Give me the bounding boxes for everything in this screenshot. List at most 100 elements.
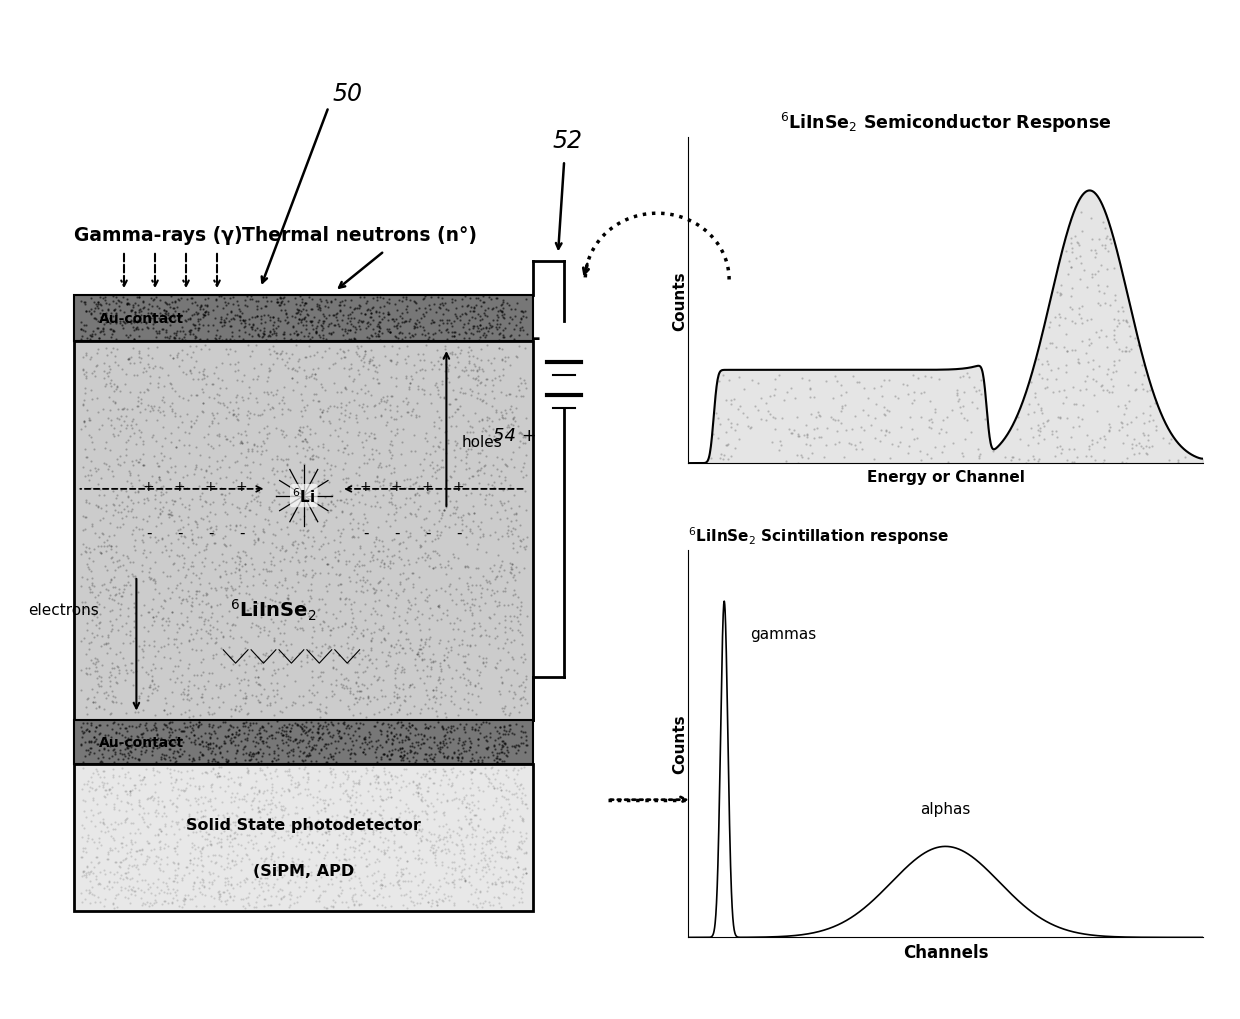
Point [340,684,360,700]
Point [485,876,505,893]
Point [491,326,511,342]
Point [133,725,153,741]
Point [332,504,352,521]
Point [188,365,208,381]
Point [215,768,234,785]
Point [495,620,515,636]
Point [792,449,812,466]
Point [123,303,143,319]
Point [162,854,182,870]
Point [470,391,490,408]
Point [389,689,409,705]
Point [280,891,300,907]
Point [475,595,495,611]
Point [241,832,260,848]
Point [98,302,118,318]
Point [129,806,149,822]
Point [200,741,219,757]
Point [278,860,298,876]
Point [517,865,537,881]
Point [502,561,522,578]
Point [314,313,334,329]
Point [346,321,366,337]
Point [370,315,389,331]
Point [104,713,124,730]
Point [195,542,215,558]
Point [124,619,144,635]
Point [339,446,358,463]
Point [496,839,516,855]
Point [87,663,107,680]
Point [420,730,440,746]
Point [87,761,107,777]
Point [374,815,394,832]
Point [294,883,314,900]
Point [897,378,916,394]
Point [367,470,387,486]
Point [93,734,113,750]
Point [463,371,482,387]
Point [438,435,458,451]
Point [102,327,122,343]
Point [368,327,388,343]
Point [228,400,248,417]
Point [357,802,377,818]
Point [479,324,498,340]
Point [486,875,506,892]
Point [78,691,98,707]
Point [248,745,268,761]
Point [184,632,203,648]
Point [159,838,179,854]
Point [436,735,456,751]
Point [515,560,534,577]
Point [115,889,135,905]
Point [921,412,941,428]
Point [418,798,438,814]
Point [417,854,436,870]
Point [474,288,494,305]
Point [250,741,270,757]
Point [459,816,479,833]
Point [108,899,128,915]
Point [140,816,160,833]
Point [232,629,252,645]
Point [368,806,388,822]
Point [455,476,475,492]
Point [200,874,219,891]
Point [383,312,403,328]
Point [491,783,511,799]
Point [455,734,475,750]
Point [258,648,278,664]
Point [398,592,418,608]
Point [110,303,130,319]
Point [298,492,317,508]
Point [265,784,285,800]
Point [347,567,367,583]
Point [490,512,510,528]
Point [932,444,952,461]
Point [348,318,368,334]
Point [272,733,291,749]
Point [1140,413,1159,429]
Point [322,727,342,743]
Point [171,595,191,611]
Point [188,321,208,337]
Point [148,796,167,812]
Text: -: - [208,526,213,540]
Point [408,378,428,394]
Point [211,858,231,874]
Point [120,636,140,652]
Point [84,656,104,673]
Point [82,327,102,343]
Point [140,791,160,807]
Point [226,357,246,373]
Point [78,559,98,576]
Point [135,716,155,733]
Point [387,660,407,677]
Point [346,801,366,817]
Point [384,604,404,621]
Point [1059,441,1079,458]
Point [170,521,190,537]
Point [915,369,935,385]
Point [215,646,234,662]
